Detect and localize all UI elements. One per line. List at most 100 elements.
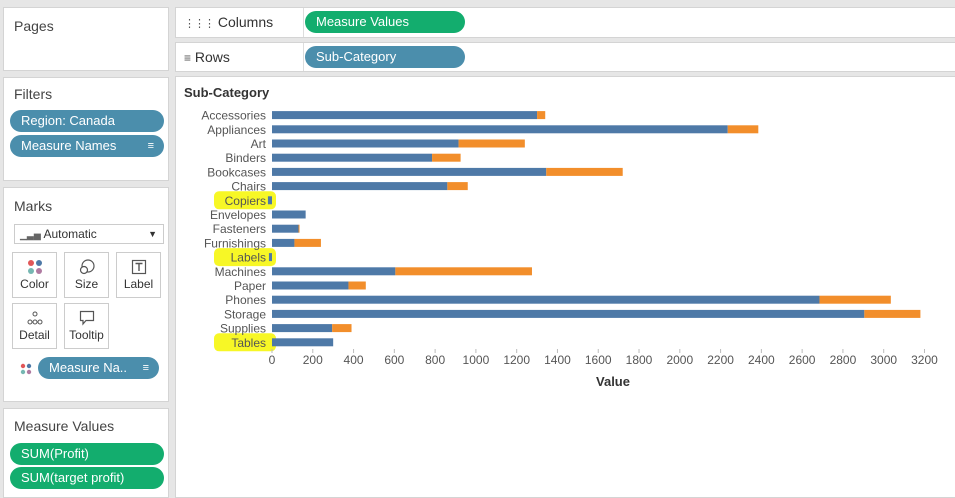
measure-pill-profit-label: SUM(Profit) [21, 446, 89, 461]
rows-pill-sub-category[interactable]: Sub-Category [305, 46, 465, 68]
measure-pill-profit[interactable]: SUM(Profit) [10, 443, 164, 465]
category-label-chairs[interactable]: Chairs [231, 180, 266, 194]
shelf-divider [303, 8, 304, 37]
bar-target-furnishings[interactable] [294, 238, 321, 247]
category-label-envelopes[interactable]: Envelopes [210, 208, 266, 222]
tooltip-button[interactable]: Tooltip [64, 303, 109, 349]
columns-shelf[interactable]: ⋮⋮⋮ Columns Measure Values [175, 7, 955, 38]
measure-pill-target-label: SUM(target profit) [21, 470, 125, 485]
bar-profit-chairs[interactable] [272, 182, 448, 191]
x-axis-title: Value [596, 374, 630, 389]
color-lines-icon: ≡ [142, 362, 149, 374]
bar-profit-furnishings[interactable] [272, 238, 295, 247]
filter-pill-region[interactable]: Region: Canada [10, 110, 164, 132]
bar-target-bookcases[interactable] [546, 167, 623, 176]
x-tick-label: 1800 [626, 353, 653, 367]
bar-target-phones[interactable] [819, 295, 891, 304]
category-label-furnishings[interactable]: Furnishings [204, 236, 266, 250]
bar-profit-binders[interactable] [272, 153, 433, 162]
mark-type-dropdown[interactable]: ▁▃▅ Automatic ▼ [14, 224, 164, 244]
bar-profit-supplies[interactable] [272, 324, 333, 333]
detail-button[interactable]: Detail [12, 303, 57, 349]
pages-title: Pages [14, 18, 54, 34]
bar-target-storage[interactable] [864, 309, 921, 318]
color-button[interactable]: Color [12, 252, 57, 298]
x-tick-label: 600 [384, 353, 404, 367]
columns-pill-label: Measure Values [316, 14, 409, 29]
x-tick-label: 800 [425, 353, 445, 367]
bar-target-art[interactable] [458, 139, 525, 148]
bar-profit-bookcases[interactable] [272, 167, 547, 176]
bar-target-machines[interactable] [395, 267, 532, 276]
detail-dots-icon [27, 311, 42, 325]
bar-profit-phones[interactable] [272, 295, 820, 304]
category-label-art[interactable]: Art [251, 137, 267, 151]
x-tick-label: 1400 [544, 353, 571, 367]
size-button-label: Size [74, 277, 99, 291]
category-label-bookcases[interactable]: Bookcases [207, 165, 266, 179]
pages-panel[interactable]: Pages [3, 7, 169, 71]
rows-icon: ≡ [184, 51, 192, 65]
filter-pill-measure-names[interactable]: Measure Names ≡ [10, 135, 164, 157]
size-button[interactable]: Size [64, 252, 109, 298]
marks-panel[interactable]: Marks ▁▃▅ Automatic ▼ Color Size Label D… [3, 187, 169, 402]
measure-values-panel[interactable]: Measure Values SUM(Profit) SUM(target pr… [3, 408, 169, 498]
columns-pill-measure-values[interactable]: Measure Values [305, 11, 465, 33]
bar-target-binders[interactable] [432, 153, 461, 162]
bar-target-chairs[interactable] [447, 182, 468, 191]
x-tick-label: 2400 [748, 353, 775, 367]
category-label-supplies[interactable]: Supplies [220, 322, 266, 336]
bar-profit-paper[interactable] [272, 281, 349, 290]
bar-profit-copiers[interactable] [267, 196, 272, 205]
category-label-copiers[interactable]: Copiers [225, 194, 266, 208]
bar-profit-labels[interactable] [268, 253, 272, 262]
measure-values-title: Measure Values [14, 418, 115, 434]
view-canvas[interactable]: Sub-Category Accessories Appliances Art Bin… [175, 76, 955, 498]
category-label-paper[interactable]: Paper [234, 279, 266, 293]
tooltip-button-label: Tooltip [69, 328, 104, 342]
category-label-labels[interactable]: Labels [231, 251, 266, 265]
category-label-storage[interactable]: Storage [224, 307, 266, 321]
bar-profit-art[interactable] [272, 139, 459, 148]
bar-profit-fasteners[interactable] [272, 224, 299, 233]
filters-title: Filters [14, 86, 53, 102]
x-tick-label: 1200 [503, 353, 530, 367]
bar-profit-machines[interactable] [272, 267, 396, 276]
category-label-phones[interactable]: Phones [225, 293, 266, 307]
tooltip-icon [79, 310, 94, 326]
x-tick-label: 1600 [585, 353, 612, 367]
category-label-appliances[interactable]: Appliances [207, 123, 266, 137]
chevron-down-icon: ▼ [148, 229, 157, 239]
color-measure-names-pill[interactable]: Measure Na.. ≡ [38, 357, 159, 379]
bar-profit-tables[interactable] [272, 338, 334, 347]
measure-pill-target-profit[interactable]: SUM(target profit) [10, 467, 164, 489]
x-tick-label: 2200 [707, 353, 734, 367]
x-tick-label: 200 [303, 353, 323, 367]
bar-target-appliances[interactable] [727, 125, 759, 134]
color-dots-icon [27, 260, 42, 274]
bar-profit-accessories[interactable] [272, 111, 538, 120]
filter-lines-icon: ≡ [147, 140, 154, 152]
bar-profit-storage[interactable] [272, 309, 865, 318]
rows-shelf[interactable]: ≡ Rows Sub-Category [175, 42, 955, 72]
category-label-fasteners[interactable]: Fasteners [213, 222, 266, 236]
label-button[interactable]: Label [116, 252, 161, 298]
category-label-accessories[interactable]: Accessories [201, 109, 266, 123]
text-label-icon [131, 259, 146, 275]
category-label-machines[interactable]: Machines [215, 265, 266, 279]
bar-target-accessories[interactable] [537, 111, 546, 120]
bar-chart-icon: ▁▃▅ [20, 230, 41, 240]
bar-target-paper[interactable] [348, 281, 366, 290]
bar-profit-envelopes[interactable] [272, 210, 306, 219]
bar-profit-appliances[interactable] [272, 125, 728, 134]
filters-panel[interactable]: Filters Region: Canada Measure Names ≡ [3, 77, 169, 181]
rows-label-text: Rows [194, 49, 230, 65]
bar-target-supplies[interactable] [332, 324, 352, 333]
category-label-binders[interactable]: Binders [225, 151, 266, 165]
bar-chart[interactable]: Sub-Category AccessoriesAppliancesArtBin… [176, 77, 955, 491]
columns-label-text: Columns [217, 14, 274, 30]
x-tick-label: 400 [344, 353, 364, 367]
highlight-labels [214, 248, 276, 267]
category-label-tables[interactable]: Tables [231, 336, 266, 350]
bar-target-fasteners[interactable] [298, 224, 300, 233]
